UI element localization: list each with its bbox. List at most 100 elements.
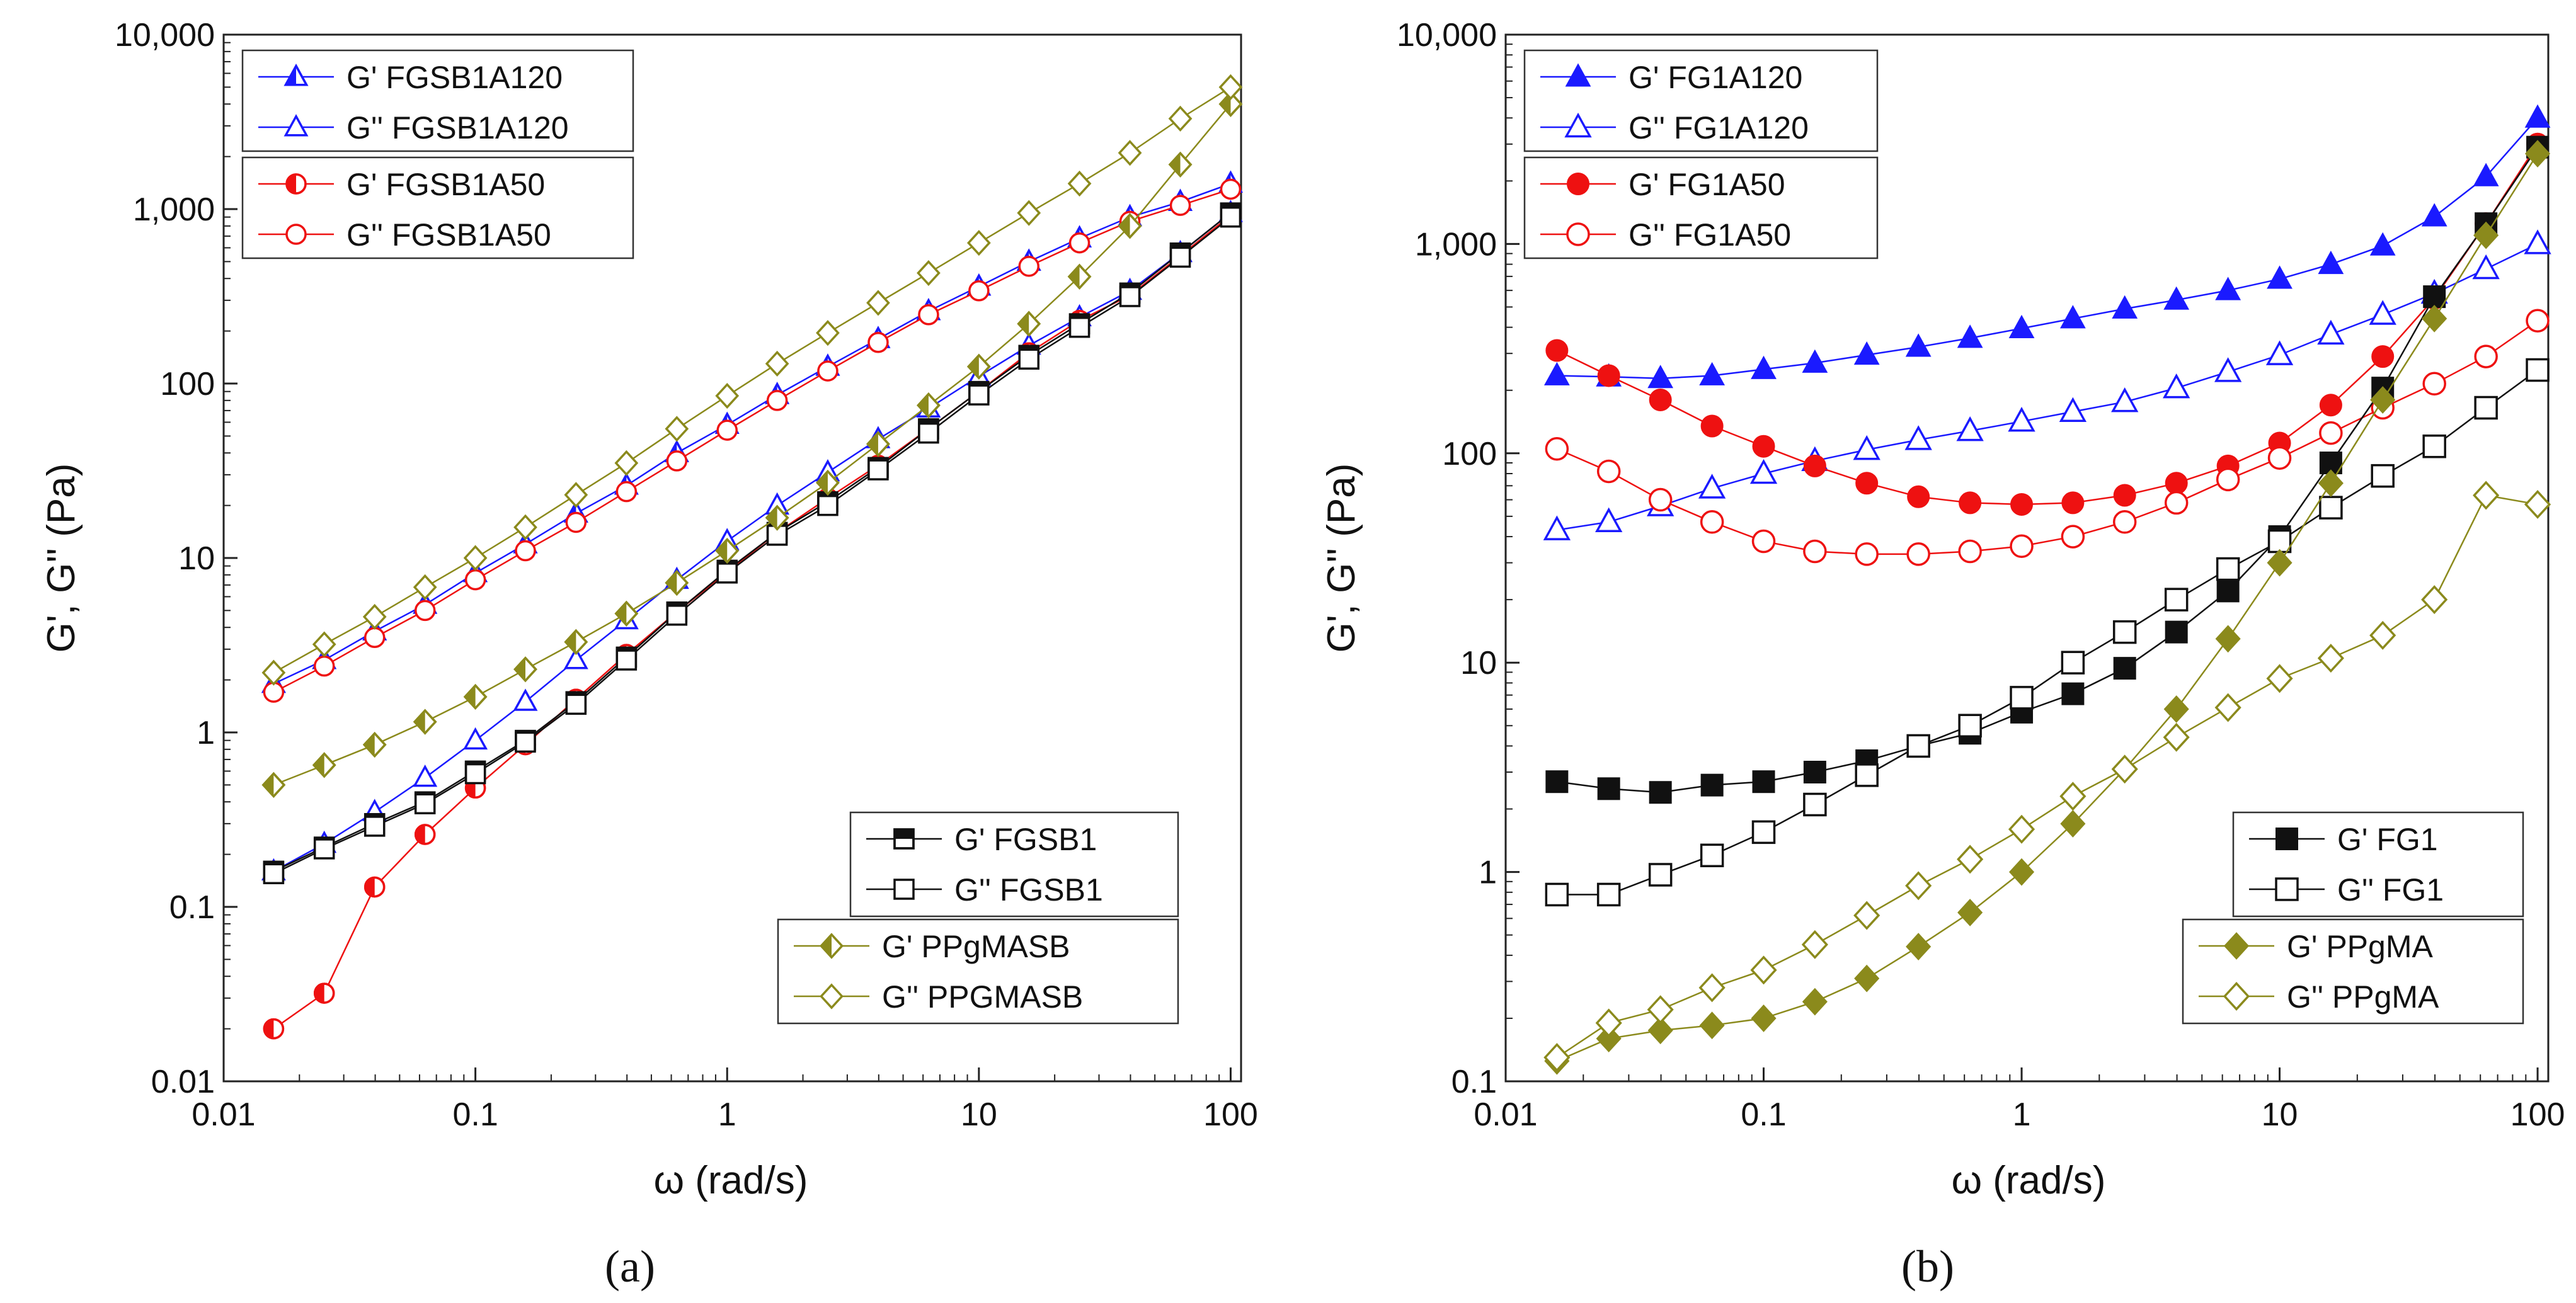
y-tick-label: 10: [1460, 645, 1497, 681]
data-point: [565, 511, 587, 533]
legend-label: G'' FGSB1: [954, 872, 1103, 908]
data-point: [1750, 955, 1777, 985]
data-point: [1904, 425, 1932, 450]
y-tick-label: 1: [1479, 855, 1497, 891]
data-point: [1854, 964, 1880, 993]
data-point: [1749, 458, 1778, 484]
legend-label: G' PPgMASB: [882, 929, 1070, 964]
data-point: [2164, 491, 2189, 515]
legend-marker: [1567, 173, 1589, 195]
legend-marker: [820, 983, 844, 1010]
data-point: [362, 731, 387, 758]
data-point: [866, 431, 890, 457]
legend-box: G' PPgMA G'' PPgMA: [2182, 918, 2524, 1025]
legend-label: G' FGSB1A120: [346, 60, 563, 95]
legend-label: G' FGSB1A50: [346, 167, 545, 202]
series-line: [273, 103, 1232, 786]
series-line: [273, 212, 1232, 872]
legend-label: G'' FG1A120: [1629, 110, 1809, 145]
data-point: [414, 600, 436, 622]
legend-label: G' FG1: [2337, 822, 2438, 857]
data-point: [866, 290, 890, 316]
data-point: [565, 693, 587, 715]
x-tick-label: 100: [1203, 1096, 1258, 1133]
data-point: [1906, 542, 1930, 566]
data-point: [1957, 845, 1984, 874]
data-point: [716, 419, 738, 441]
data-point: [1649, 781, 1672, 804]
data-point: [2163, 695, 2189, 723]
panel-a-caption: (a): [605, 1241, 655, 1292]
data-point: [2421, 203, 2447, 227]
data-point: [1906, 933, 1932, 960]
data-point: [564, 629, 588, 655]
data-point: [1855, 763, 1879, 787]
data-point: [463, 727, 488, 750]
data-point: [2371, 345, 2395, 368]
data-point: [1218, 91, 1243, 117]
data-point: [1751, 1004, 1777, 1032]
legend-marker: [285, 224, 307, 245]
legend-frame: [241, 49, 634, 152]
data-point: [1751, 820, 1776, 845]
data-point: [1596, 882, 1621, 907]
data-point: [918, 304, 939, 326]
data-point: [715, 382, 740, 409]
data-point: [2113, 657, 2136, 680]
data-point: [1647, 1016, 1673, 1045]
legend-box: G' FG1A120 G'' FG1A120: [1523, 49, 1879, 152]
data-point: [1699, 1011, 1725, 1040]
data-point: [414, 824, 436, 845]
x-tick-label: 100: [2510, 1096, 2565, 1133]
data-point: [1545, 437, 1569, 461]
series-g-ppgma: [1544, 140, 2551, 1075]
data-point: [2112, 510, 2137, 534]
data-point: [2474, 395, 2498, 420]
x-tick-label: 0.01: [1474, 1096, 1537, 1133]
legend-box: G' FG1 G'' FG1: [2232, 811, 2524, 918]
y-tick-label: 1: [197, 715, 215, 751]
data-point: [1218, 74, 1243, 100]
data-point: [364, 876, 386, 898]
data-point: [1018, 348, 1039, 370]
data-point: [413, 765, 438, 787]
data-point: [515, 540, 536, 562]
data-point: [1068, 232, 1091, 254]
data-point: [1017, 310, 1041, 337]
panel-a-x-axis-label: ω (rad/s): [654, 1159, 808, 1202]
data-point: [2061, 525, 2085, 549]
legend-label: G'' FGSB1A120: [346, 110, 569, 145]
x-tick-label: 1: [718, 1096, 736, 1133]
legend-label: G'' FG1A50: [1629, 217, 1791, 253]
series-g-fg1a50: [1545, 309, 2550, 566]
data-point: [1958, 714, 1982, 738]
data-point: [261, 659, 286, 686]
y-tick-label: 0.1: [169, 889, 215, 926]
panel-a: G', G'' (Pa) ω (rad/s) (a) 0.01 0.1 1 10 100…: [40, 17, 1258, 1292]
data-point: [312, 631, 336, 657]
data-point: [2473, 481, 2500, 510]
y-tick-label: 10,000: [1397, 17, 1497, 54]
data-point: [513, 656, 537, 683]
legend-box: G' PPgMASB G'' PPGMASB: [777, 918, 1179, 1025]
data-point: [2319, 421, 2343, 445]
y-tick-label: 0.1: [1451, 1064, 1497, 1100]
data-point: [413, 574, 437, 600]
legend-label: G'' FG1: [2337, 872, 2444, 908]
data-point: [1801, 930, 1828, 959]
data-point: [1803, 539, 1827, 564]
data-point: [2112, 620, 2137, 644]
data-point: [1220, 206, 1242, 228]
legend-marker: [1566, 222, 1590, 246]
data-point: [1698, 474, 1726, 499]
data-point: [1067, 263, 1092, 290]
data-point: [1853, 341, 1880, 365]
data-point: [1597, 364, 1620, 387]
data-point: [1905, 333, 1932, 357]
data-point: [766, 390, 788, 411]
data-point: [1957, 324, 1983, 348]
data-point: [2370, 386, 2396, 414]
data-point: [968, 384, 990, 406]
data-point: [1543, 1043, 1571, 1073]
data-point: [2008, 314, 2035, 338]
